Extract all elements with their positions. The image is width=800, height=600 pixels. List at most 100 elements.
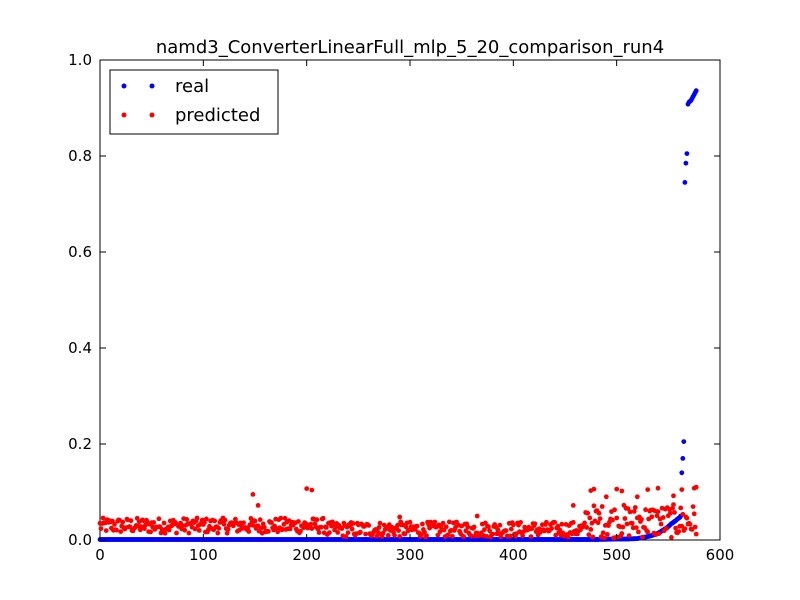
predicted-point <box>194 515 200 521</box>
predicted-point <box>252 518 258 524</box>
real-point <box>693 88 699 94</box>
predicted-point <box>161 520 167 526</box>
predicted-point <box>414 523 420 529</box>
predicted-point <box>605 532 610 537</box>
predicted-point <box>570 520 576 525</box>
series-predicted <box>97 484 699 541</box>
predicted-point <box>250 522 256 528</box>
predicted-point <box>114 527 119 533</box>
predicted-point <box>127 524 133 530</box>
predicted-point <box>196 528 202 533</box>
predicted-point <box>549 526 554 531</box>
predicted-point <box>599 504 605 509</box>
predicted-point <box>586 532 592 538</box>
predicted-point <box>403 524 409 530</box>
predicted-point <box>397 534 403 539</box>
predicted-point <box>633 525 639 530</box>
predicted-point <box>246 529 252 534</box>
predicted-point <box>590 534 596 540</box>
x-axis: 0 100 200 300 400 500 600 <box>95 60 734 564</box>
real-point <box>684 151 690 157</box>
y-tick-label: 0.0 <box>68 531 92 549</box>
predicted-point <box>629 520 635 526</box>
predicted-point <box>314 517 320 523</box>
predicted-point <box>221 521 227 527</box>
predicted-point <box>596 510 602 516</box>
predicted-point <box>634 494 640 500</box>
predicted-point <box>327 530 332 535</box>
predicted-point <box>520 533 525 539</box>
predicted-point <box>192 526 198 532</box>
plot-area <box>99 59 721 541</box>
predicted-point <box>610 517 615 523</box>
predicted-point <box>679 487 685 492</box>
predicted-point <box>335 530 341 535</box>
x-tick-label: 200 <box>292 546 321 564</box>
predicted-point <box>166 527 172 533</box>
predicted-point <box>601 535 607 541</box>
predicted-point <box>440 520 446 526</box>
predicted-point <box>600 530 606 536</box>
predicted-point <box>660 515 666 520</box>
real-point <box>681 439 687 444</box>
predicted-point <box>570 503 576 508</box>
predicted-point <box>518 520 523 525</box>
predicted-point <box>103 528 109 533</box>
predicted-point <box>162 530 168 536</box>
predicted-point <box>624 521 630 527</box>
predicted-point <box>445 532 451 538</box>
predicted-point <box>339 526 345 531</box>
predicted-point <box>241 520 247 526</box>
predicted-point <box>250 492 256 497</box>
predicted-point <box>118 529 124 534</box>
chart-title: namd3_ConverterLinearFull_mlp_5_20_compa… <box>156 37 664 58</box>
predicted-point <box>682 526 688 532</box>
y-tick-label: 0.6 <box>68 243 92 261</box>
predicted-point <box>376 525 382 530</box>
predicted-point <box>424 533 429 538</box>
predicted-point <box>692 524 698 530</box>
predicted-point <box>678 505 684 511</box>
predicted-point <box>350 521 356 526</box>
predicted-point <box>474 513 480 519</box>
predicted-point <box>257 517 263 523</box>
predicted-point <box>645 529 651 535</box>
predicted-point <box>450 533 455 539</box>
predicted-point <box>503 528 509 533</box>
predicted-point <box>298 528 303 534</box>
predicted-point <box>345 530 351 536</box>
predicted-point <box>507 533 513 539</box>
predicted-point <box>510 522 516 528</box>
predicted-point <box>468 533 474 539</box>
predicted-point <box>508 526 514 532</box>
predicted-point <box>671 502 676 507</box>
predicted-point <box>626 533 632 538</box>
predicted-point <box>377 520 383 526</box>
predicted-point <box>316 530 322 535</box>
predicted-point <box>672 510 677 515</box>
predicted-point <box>622 516 628 521</box>
predicted-point <box>693 531 699 537</box>
predicted-point <box>614 515 620 521</box>
x-tick-label: 500 <box>602 546 631 564</box>
legend-predicted-marker-1 <box>121 112 127 118</box>
predicted-point <box>278 515 284 521</box>
legend-real-marker-1 <box>121 83 127 89</box>
predicted-point <box>396 528 401 533</box>
predicted-point <box>487 528 492 534</box>
predicted-point <box>645 487 651 492</box>
predicted-point <box>484 533 489 539</box>
predicted-point <box>402 531 408 537</box>
legend-predicted-marker-2 <box>149 112 155 118</box>
predicted-point <box>619 531 625 536</box>
predicted-point <box>366 523 372 528</box>
y-tick-label: 0.4 <box>68 339 92 357</box>
legend: real predicted <box>109 69 279 135</box>
predicted-point <box>620 524 626 530</box>
x-tick-label: 400 <box>499 546 528 564</box>
predicted-point <box>691 511 697 517</box>
y-tick-label: 0.8 <box>68 147 92 165</box>
predicted-point <box>112 522 117 527</box>
predicted-point <box>323 525 329 530</box>
predicted-point <box>422 529 427 535</box>
